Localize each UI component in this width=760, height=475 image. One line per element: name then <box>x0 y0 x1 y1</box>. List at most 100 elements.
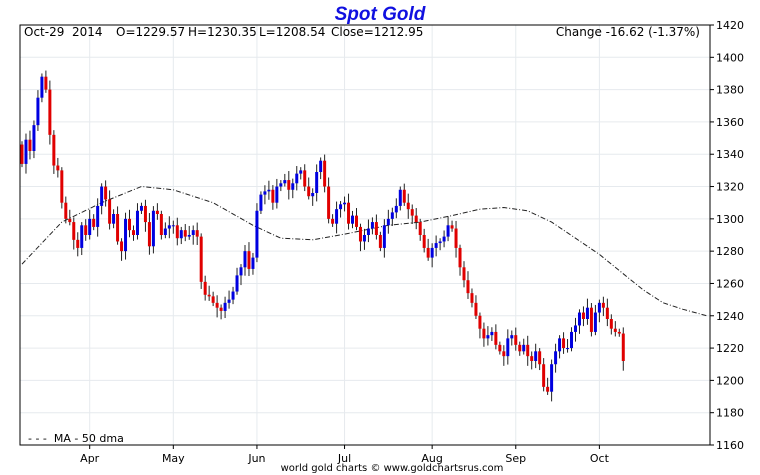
candle <box>259 191 263 214</box>
candle <box>538 348 542 371</box>
candle <box>609 314 613 335</box>
candle <box>36 90 40 131</box>
candle-body <box>406 202 410 210</box>
candle-body <box>203 281 207 295</box>
candle <box>303 164 307 192</box>
candle-body <box>570 331 574 349</box>
candle-body <box>605 307 609 319</box>
candle <box>247 242 251 277</box>
candle-body <box>24 139 28 164</box>
y-axis: 1160 1180 1200 1220 1240 1260 1280 1300 1320 1340… <box>710 19 744 452</box>
candle-body <box>151 210 155 247</box>
candle-body <box>315 172 319 193</box>
candle-body <box>48 89 52 135</box>
candle <box>275 178 279 209</box>
candle <box>390 207 394 226</box>
candle <box>458 244 462 276</box>
y-tick-label: 1240 <box>716 310 744 323</box>
candle <box>534 343 538 369</box>
candle-body <box>163 228 167 235</box>
candle-body <box>351 215 355 224</box>
candle <box>558 335 562 359</box>
candle-body <box>64 202 68 219</box>
candle <box>406 193 410 219</box>
candle <box>211 291 215 307</box>
candle-body <box>108 199 112 224</box>
candle-body <box>442 236 446 242</box>
candle-body <box>76 239 80 248</box>
candle-body <box>323 160 327 187</box>
candle <box>187 225 191 240</box>
candle-body <box>263 191 267 195</box>
candle-body <box>343 202 347 205</box>
candle <box>131 225 135 241</box>
candle-body <box>231 291 235 300</box>
candle-body <box>470 293 474 303</box>
candle-body <box>386 218 390 226</box>
candle <box>446 216 450 242</box>
candle-body <box>251 257 255 269</box>
candle <box>394 198 398 219</box>
candle <box>502 345 506 366</box>
x-tick-label: Sep <box>505 452 526 465</box>
candle-body <box>502 351 506 357</box>
candle <box>402 183 406 206</box>
candle <box>267 180 271 200</box>
candle <box>581 306 585 327</box>
candle-body <box>354 215 358 227</box>
info-date: Oct-29 2014 <box>24 25 103 39</box>
candle-body <box>195 230 199 237</box>
candle <box>518 341 522 356</box>
info-low: L=1208.54 <box>259 25 325 39</box>
candle-body <box>167 225 171 229</box>
candle <box>319 157 323 180</box>
candle <box>335 201 339 234</box>
candle-body <box>307 186 311 197</box>
candle-body <box>112 214 116 224</box>
candle-body <box>339 204 343 210</box>
candle <box>426 238 430 261</box>
candle-body <box>291 183 295 190</box>
candle-body <box>474 302 478 316</box>
candle-body <box>259 194 263 211</box>
candle <box>255 203 259 263</box>
candle-body <box>358 226 362 242</box>
candle-body <box>462 267 466 281</box>
x-tick-label: May <box>162 452 185 465</box>
candle-body <box>434 243 438 248</box>
candle <box>32 120 36 159</box>
candle <box>597 299 601 323</box>
candle-body <box>597 302 601 313</box>
candle <box>227 290 231 309</box>
candle-body <box>410 209 414 216</box>
candle <box>163 222 167 239</box>
candle-body <box>617 331 621 334</box>
candle-body <box>394 205 398 213</box>
candle-body <box>80 225 84 248</box>
candle <box>100 183 104 215</box>
y-tick-label: 1160 <box>716 439 744 452</box>
candle-body <box>227 299 231 303</box>
candle <box>72 217 76 250</box>
candle-body <box>430 247 434 258</box>
candle-body <box>139 205 143 211</box>
candle-body <box>514 335 518 345</box>
candle-body <box>219 307 223 311</box>
candle-body <box>581 312 585 319</box>
candle-body <box>562 338 566 349</box>
candle <box>68 209 72 226</box>
y-tick-label: 1220 <box>716 342 744 355</box>
candle-body <box>362 235 366 242</box>
candle-body <box>267 189 271 192</box>
ma50-line <box>21 185 708 317</box>
candle <box>589 303 593 337</box>
candle-body <box>279 183 283 187</box>
candle-body <box>327 186 331 219</box>
candle <box>562 332 566 354</box>
candle <box>482 322 486 347</box>
candle <box>207 285 211 301</box>
candle <box>366 219 370 243</box>
candle <box>167 216 171 239</box>
info-high: H=1230.35 <box>188 25 257 39</box>
